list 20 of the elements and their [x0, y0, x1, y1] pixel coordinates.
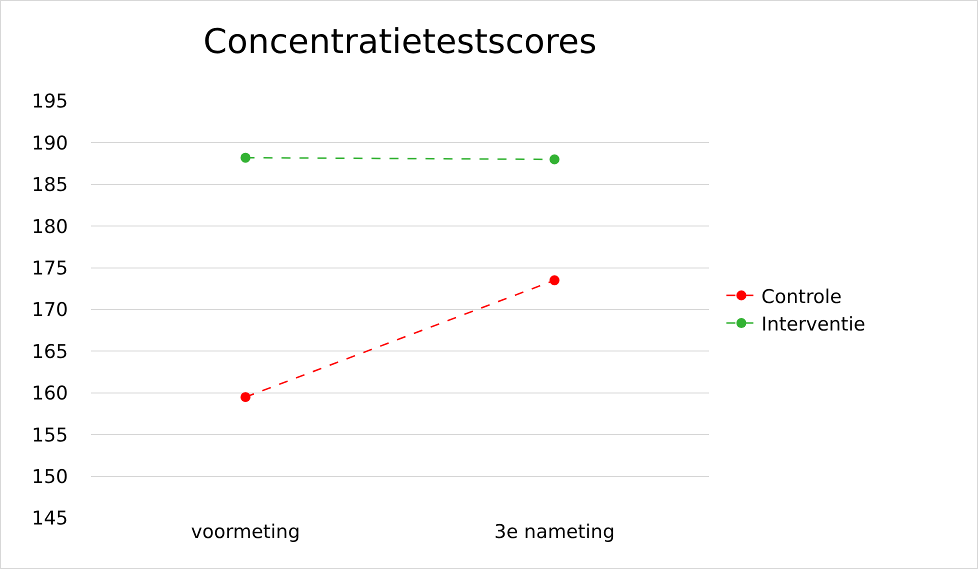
y-tick-label: 150 — [32, 466, 68, 488]
y-tick-label: 175 — [32, 257, 68, 280]
legend-label: Controle — [761, 286, 842, 308]
point — [240, 152, 250, 163]
chart-title: Concentratietestscores — [203, 22, 597, 62]
y-tick-label: 185 — [32, 174, 68, 196]
point — [550, 275, 560, 286]
point — [240, 392, 250, 402]
y-tick-label: 145 — [32, 508, 68, 530]
y-tick-label: 190 — [32, 132, 68, 154]
y-tick-label: 195 — [32, 90, 68, 113]
y-tick-label: 160 — [32, 382, 68, 405]
point — [550, 154, 560, 164]
y-tick-label: 170 — [32, 299, 68, 322]
y-tick-label: 180 — [32, 216, 68, 238]
x-tick-label: voormeting — [191, 521, 300, 543]
y-tick-label: 165 — [32, 340, 68, 363]
x-tick-label: 3e nameting — [494, 521, 615, 543]
legend-label: Interventie — [761, 313, 866, 336]
y-tick-label: 155 — [32, 424, 68, 446]
